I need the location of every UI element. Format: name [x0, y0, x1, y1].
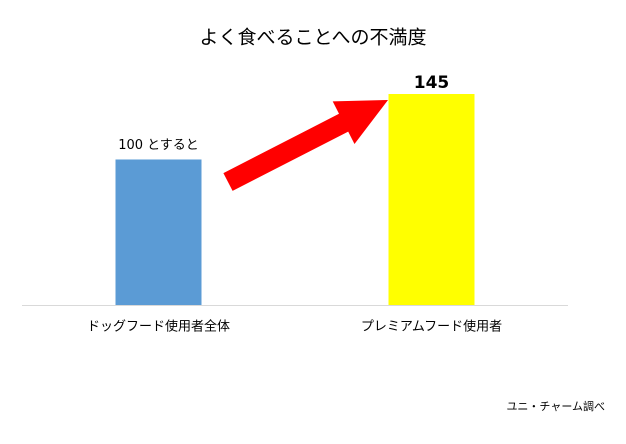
x-tick-label: ドッグフード使用者全体 — [87, 319, 230, 335]
bar — [115, 159, 202, 305]
chart-title: よく食べることへの不満度 — [199, 27, 426, 49]
value-label: 145 — [414, 73, 450, 93]
source-note: ユニ・チャーム調べ — [506, 399, 605, 413]
bar — [388, 94, 475, 305]
value-label: 100 とすると — [118, 138, 199, 153]
x-tick-label: プレミアムフード使用者 — [361, 319, 502, 335]
arrow — [223, 100, 388, 191]
